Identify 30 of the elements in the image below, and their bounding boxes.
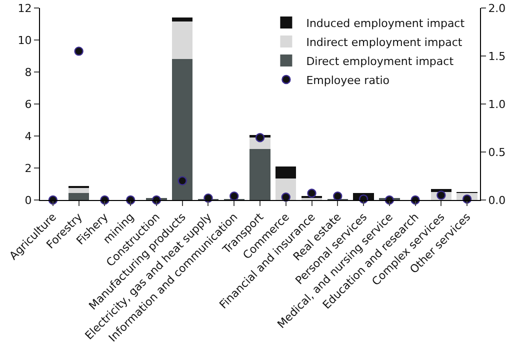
legend-label: Employee ratio (306, 74, 390, 87)
y-tick-label: 6 (24, 98, 32, 111)
bar (172, 18, 193, 22)
y-tick-label: 4 (24, 130, 32, 143)
y-tick-label: 8 (24, 66, 32, 79)
bar (276, 166, 296, 178)
y-tick-label: 2 (24, 162, 32, 175)
point (307, 188, 316, 198)
legend-label: Indirect employment impact (306, 36, 463, 49)
point (230, 192, 239, 201)
bar (68, 192, 90, 200)
point (255, 133, 265, 142)
point (74, 46, 84, 56)
bar (172, 59, 193, 200)
legend-label: Induced employment impact (306, 16, 466, 30)
bar (172, 22, 193, 60)
legend-label: Direct employment impact (306, 54, 454, 68)
y2-tick-label: 1.0 (488, 98, 506, 111)
y2-tick-label: 2.0 (488, 2, 506, 15)
bar (68, 188, 90, 193)
point (436, 190, 446, 200)
point (333, 192, 342, 201)
y-tick-label: 10 (18, 34, 32, 47)
y-tick-label: 0 (24, 194, 32, 207)
point (178, 176, 187, 186)
bar (250, 148, 270, 200)
y-tick-label: 12 (18, 2, 32, 15)
y2-tick-label: 0.0 (488, 194, 506, 207)
y2-tick-label: 0.5 (488, 146, 506, 159)
y2-tick-label: 1.5 (488, 50, 506, 63)
